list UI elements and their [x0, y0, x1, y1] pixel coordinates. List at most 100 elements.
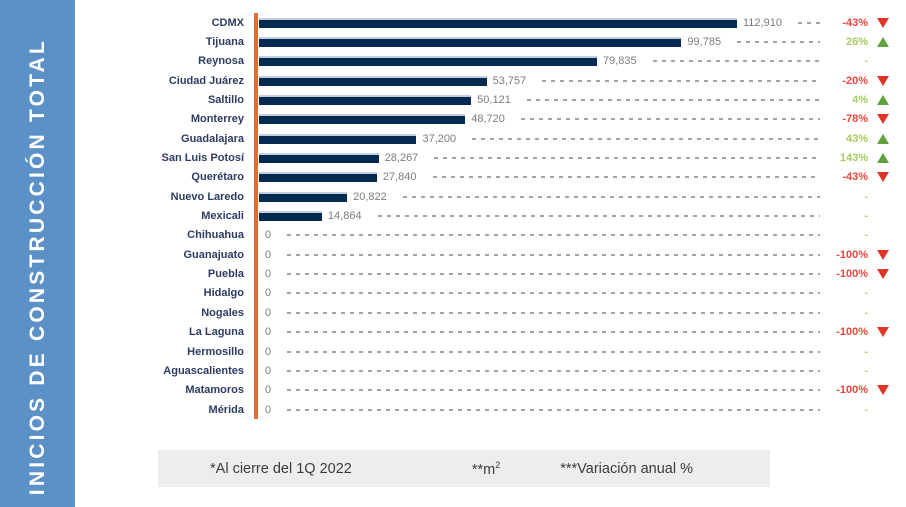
table-row: La Laguna 0 -100%: [100, 323, 900, 342]
variation-label: -: [864, 287, 868, 300]
leader-line: [472, 137, 820, 140]
variation-label: -: [864, 190, 868, 203]
arrow-down-icon: [877, 385, 889, 396]
city-label: Querétaro: [191, 171, 244, 184]
bar-zone: 28,267: [250, 152, 822, 164]
leader-line: [526, 99, 820, 102]
bar-zone: 37,200: [250, 133, 822, 145]
bar: [259, 153, 379, 164]
variation-label: -: [864, 345, 868, 358]
variation-label: -100%: [836, 268, 868, 281]
leader-line: [520, 118, 820, 121]
city-label: Tijuana: [205, 36, 244, 49]
bar-zone: 0: [250, 326, 822, 338]
variation-label: -100%: [836, 248, 868, 261]
variation-arrow-cell: [868, 95, 898, 106]
arrow-down-icon: [877, 327, 889, 338]
arrow-down-icon: [877, 172, 889, 183]
leader-line: [287, 389, 820, 392]
value-label: 99,785: [687, 36, 722, 49]
city-label: Guadalajara: [181, 132, 244, 145]
leader-line: [287, 311, 820, 314]
bar: [259, 56, 597, 67]
value-label: 20,822: [353, 190, 387, 203]
city-label: Ciudad Juárez: [168, 74, 244, 87]
variation-arrow-cell: [868, 133, 898, 144]
leader-line: [797, 21, 820, 24]
table-row: Nogales 0 -: [100, 303, 900, 322]
city-label: CDMX: [211, 16, 244, 29]
value-label: 79,835: [602, 55, 637, 68]
value-label: 0: [265, 384, 272, 397]
bar-zone: 0: [250, 268, 822, 280]
sidebar: INICIOS DE CONSTRUCCIÓN TOTAL: [0, 0, 75, 507]
city-label: Nogales: [201, 306, 244, 319]
variation-arrow-cell: [868, 385, 898, 396]
bar-zone: 0: [250, 249, 822, 261]
table-row: Hermosillo 0 -: [100, 342, 900, 361]
table-row: San Luis Potosí 28,267 143%: [100, 148, 900, 167]
leader-line: [542, 79, 820, 82]
variation-arrow-cell: [868, 153, 898, 164]
bar: [259, 75, 487, 86]
variation-label: -43%: [842, 171, 868, 184]
bar-zone: 0: [250, 229, 822, 241]
table-row: Guadalajara 37,200 43%: [100, 129, 900, 148]
bar-zone: 48,720: [250, 113, 822, 125]
leader-line: [287, 292, 820, 295]
leader-line: [287, 331, 820, 334]
bar-zone: 27,840: [250, 171, 822, 183]
city-label: Puebla: [207, 268, 244, 281]
table-row: Aguascalientes 0 -: [100, 361, 900, 380]
variation-label: -43%: [842, 16, 868, 29]
table-row: Ciudad Juárez 53,757 -20%: [100, 71, 900, 90]
value-label: 48,720: [471, 113, 505, 126]
bar-zone: 99,785: [250, 36, 822, 48]
table-row: Guanajuato 0 -100%: [100, 245, 900, 264]
bar: [259, 95, 472, 106]
city-label: Chihuahua: [187, 229, 244, 242]
leader-line: [287, 350, 820, 353]
bar-zone: 79,835: [250, 55, 822, 67]
table-row: Mérida 0 -: [100, 400, 900, 419]
leader-line: [287, 369, 820, 372]
table-row: Saltillo 50,121 4%: [100, 90, 900, 109]
city-label: Matamoros: [185, 384, 244, 397]
value-label: 0: [265, 268, 272, 281]
leader-line: [287, 253, 820, 256]
bar: [259, 191, 348, 202]
city-label: Mérida: [208, 403, 244, 416]
value-label: 0: [265, 403, 272, 416]
bar-zone: 0: [250, 404, 822, 416]
variation-label: -: [864, 364, 868, 377]
bar: [259, 133, 417, 144]
leader-line: [287, 408, 820, 411]
bar-zone: 0: [250, 346, 822, 358]
footnote-period: *Al cierre del 1Q 2022: [210, 460, 352, 477]
variation-label: -: [864, 306, 868, 319]
bar: [259, 211, 322, 222]
table-row: Puebla 0 -100%: [100, 264, 900, 283]
bar: [259, 17, 737, 28]
bar-zone: 50,121: [250, 94, 822, 106]
table-row: Hidalgo 0 -: [100, 284, 900, 303]
city-label: Nuevo Laredo: [170, 190, 244, 203]
value-label: 53,757: [492, 74, 527, 87]
variation-arrow-cell: [868, 75, 898, 86]
leader-line: [287, 273, 820, 276]
bar-zone: 0: [250, 384, 822, 396]
table-row: Nuevo Laredo 20,822 -: [100, 187, 900, 206]
city-label: La Laguna: [188, 326, 244, 339]
table-row: Monterrey 48,720 -78%: [100, 110, 900, 129]
value-label: 0: [265, 229, 272, 242]
bar-zone: 0: [250, 307, 822, 319]
value-label: 112,910: [743, 16, 782, 29]
variation-label: -100%: [836, 384, 868, 397]
arrow-down-icon: [877, 17, 889, 28]
value-label: 14,864: [327, 210, 362, 223]
chart-axis-line: [254, 13, 258, 419]
variation-label: -78%: [842, 113, 868, 126]
leader-line: [287, 234, 820, 237]
arrow-down-icon: [877, 75, 889, 86]
page-title: INICIOS DE CONSTRUCCIÓN TOTAL: [25, 37, 49, 495]
